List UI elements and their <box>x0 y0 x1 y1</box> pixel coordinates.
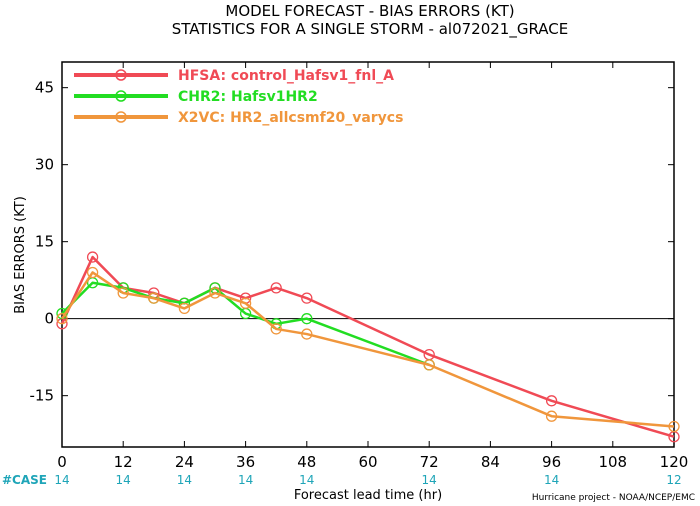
data-point <box>86 266 99 279</box>
case-count: 14 <box>177 473 192 487</box>
legend-item-1: HFSA: control_Hafsv1_fnl_A <box>74 68 394 84</box>
x-tick-label: 120 <box>660 453 689 471</box>
x-axis-label: Forecast lead time (hr) <box>294 488 442 503</box>
case-count: 14 <box>54 473 69 487</box>
legend-label: HFSA: control_Hafsv1_fnl_A <box>178 68 394 84</box>
chart-subtitle: STATISTICS FOR A SINGLE STORM - al072021… <box>172 20 568 39</box>
y-axis-label: BIAS ERRORS (KT) <box>13 196 28 314</box>
legend-label: X2VC: HR2_allcsmf20_varycs <box>178 110 403 126</box>
data-point <box>668 420 680 433</box>
data-point <box>86 251 99 263</box>
legend-label: CHR2: Hafsv1HR2 <box>178 89 318 105</box>
x-tick-label: 12 <box>114 453 133 471</box>
case-count: 14 <box>544 473 559 487</box>
case-count: 14 <box>299 473 314 487</box>
series-line <box>61 281 430 367</box>
y-tick-label: 30 <box>35 156 54 174</box>
legend-marker <box>115 111 127 123</box>
y-tick-label: 45 <box>35 79 54 97</box>
series-line <box>60 271 675 428</box>
y-tick-label: 15 <box>35 233 54 251</box>
legend-item-3: X2VC: HR2_allcsmf20_varycs <box>74 110 403 126</box>
x-tick-label: 0 <box>57 453 67 471</box>
data-point <box>301 328 313 340</box>
data-point <box>545 395 558 407</box>
legend-item-2: CHR2: Hafsv1HR2 <box>74 89 318 105</box>
x-tick-label: 84 <box>481 453 500 471</box>
data-point <box>423 359 435 371</box>
data-point <box>56 313 68 325</box>
y-tick-label: 0 <box>44 310 54 328</box>
data-point <box>148 292 160 304</box>
credit-label: Hurricane project - NOAA/NCEP/EMC <box>532 493 695 503</box>
x-tick-label: 36 <box>236 453 255 471</box>
data-point <box>209 287 221 299</box>
data-point <box>270 282 282 294</box>
series-3 <box>56 266 680 433</box>
chart-title: MODEL FORECAST - BIAS ERRORS (KT) <box>225 2 514 20</box>
case-count: 14 <box>422 473 437 487</box>
y-tick-label: -15 <box>30 387 55 405</box>
data-point <box>301 313 313 325</box>
x-tick-label: 96 <box>542 453 561 471</box>
x-tick-label: 60 <box>358 453 377 471</box>
data-point <box>239 297 252 309</box>
data-point <box>270 323 282 335</box>
plot-area <box>61 61 675 448</box>
case-count: 14 <box>116 473 131 487</box>
x-tick-label: 72 <box>420 453 439 471</box>
x-tick-label: 108 <box>598 453 627 471</box>
case-count: 14 <box>238 473 253 487</box>
x-tick-label: 24 <box>175 453 194 471</box>
legend-marker <box>115 90 127 102</box>
case-row-label: #CASE <box>2 473 47 487</box>
data-point <box>178 302 191 315</box>
data-point <box>117 287 129 299</box>
x-tick-label: 48 <box>297 453 316 471</box>
legend-marker <box>115 69 127 81</box>
data-point <box>301 292 313 304</box>
series-line <box>60 255 675 438</box>
case-count: 12 <box>666 473 681 487</box>
data-point <box>545 410 558 422</box>
